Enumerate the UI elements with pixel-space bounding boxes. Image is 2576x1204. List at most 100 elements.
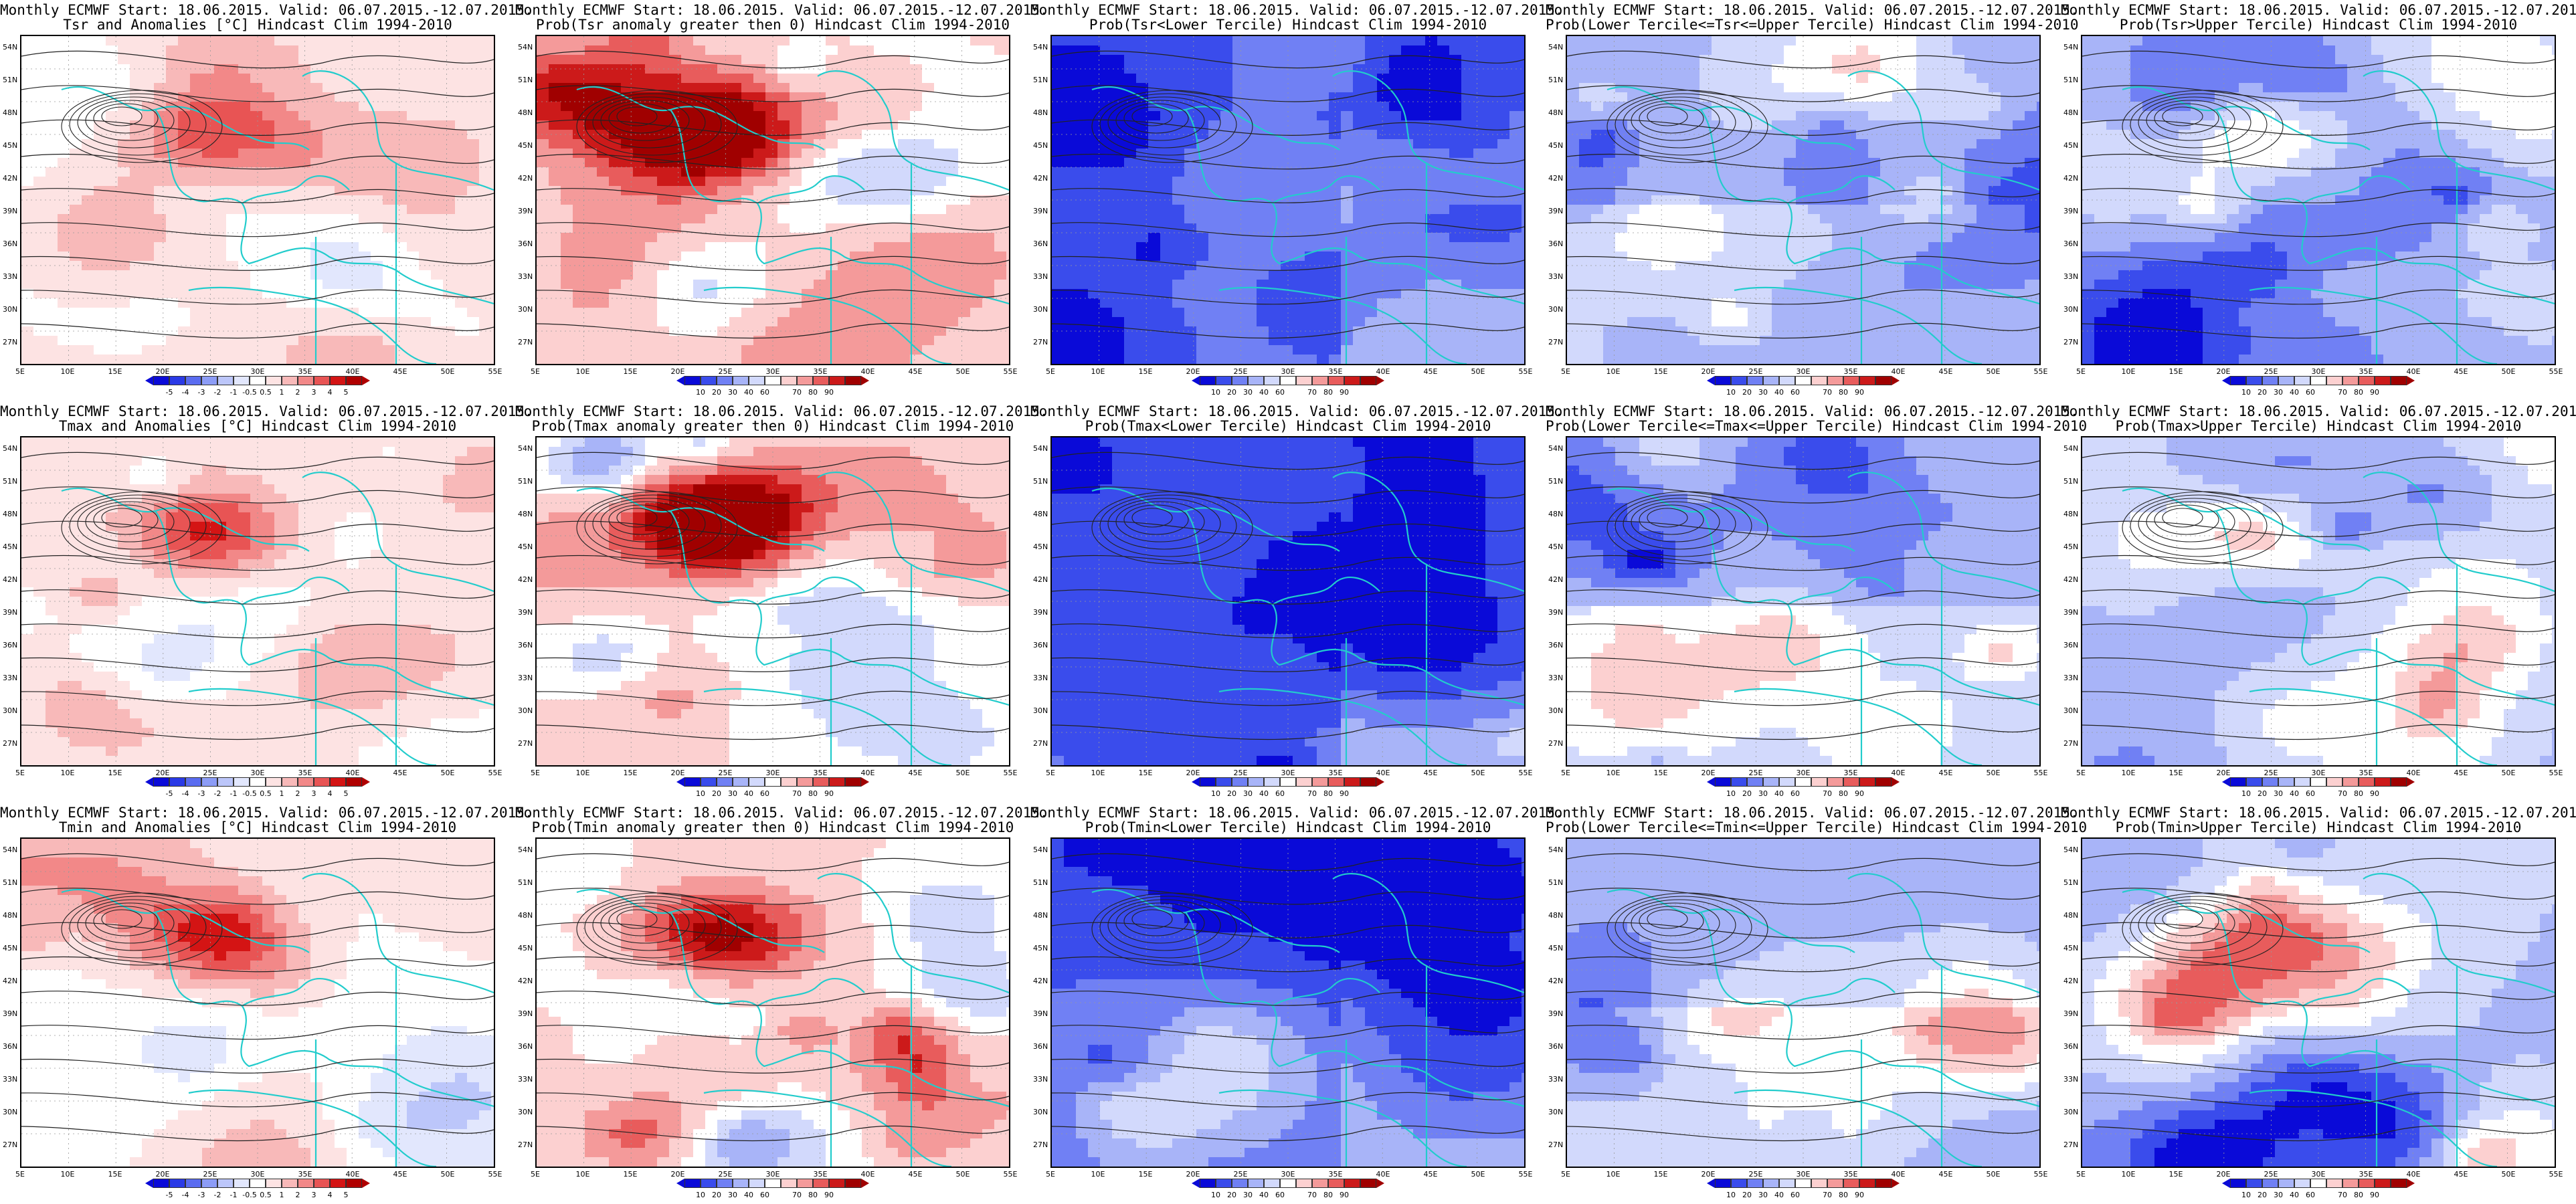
field-cell xyxy=(693,195,706,205)
field-cell xyxy=(1281,111,1293,121)
field-cell xyxy=(826,148,838,159)
field-cell xyxy=(407,289,420,299)
field-cell xyxy=(274,36,287,46)
field-cell xyxy=(45,139,58,149)
field-cell xyxy=(1281,74,1293,84)
field-cell xyxy=(645,308,658,318)
field-cell xyxy=(1473,102,1486,112)
field-cell xyxy=(609,167,622,177)
field-cell xyxy=(1449,186,1462,196)
field-cell xyxy=(790,261,802,271)
field-cell xyxy=(407,130,420,140)
field-cell xyxy=(1317,280,1329,290)
field-cell xyxy=(262,270,275,280)
field-cell xyxy=(1437,205,1450,215)
field-cell xyxy=(561,242,573,252)
field-cell xyxy=(790,223,802,233)
field-cell xyxy=(33,111,46,121)
field-cell xyxy=(1473,167,1486,177)
field-cell xyxy=(1076,298,1089,308)
field-cell xyxy=(537,64,549,74)
field-cell xyxy=(1076,139,1089,149)
field-cell xyxy=(286,223,299,233)
field-cell xyxy=(1365,270,1378,280)
field-cell xyxy=(154,64,167,74)
field-cell xyxy=(419,148,432,159)
field-cell xyxy=(359,252,371,262)
field-cell xyxy=(645,55,658,65)
field-cell xyxy=(1257,289,1269,299)
field-cell xyxy=(777,120,790,130)
field-cell xyxy=(874,111,887,121)
field-cell xyxy=(455,158,468,168)
field-cell xyxy=(94,336,106,346)
field-cell xyxy=(323,148,335,159)
field-cell xyxy=(898,36,911,46)
field-cell xyxy=(1305,233,1317,243)
field-cell xyxy=(573,177,585,187)
latitude-label: 51N xyxy=(518,76,533,84)
field-cell xyxy=(850,214,862,224)
field-cell xyxy=(1497,252,1510,262)
field-cell xyxy=(1401,280,1414,290)
field-cell xyxy=(202,92,215,102)
colorbar-segment xyxy=(217,376,234,385)
field-cell xyxy=(214,158,227,168)
field-cell xyxy=(633,345,646,355)
field-cell xyxy=(226,223,239,233)
colorbar-label: 20 xyxy=(1227,388,1236,397)
field-cell xyxy=(286,308,299,318)
field-cell xyxy=(1425,139,1438,149)
field-cell xyxy=(1124,214,1137,224)
field-cell xyxy=(1461,242,1474,252)
field-cell xyxy=(1449,74,1462,84)
field-cell xyxy=(455,270,468,280)
field-cell xyxy=(826,167,838,177)
field-cell xyxy=(862,64,875,74)
field-cell xyxy=(238,148,251,159)
field-cell xyxy=(705,233,718,243)
field-cell xyxy=(1449,317,1462,327)
field-cell xyxy=(190,355,203,364)
field-cell xyxy=(419,205,432,215)
field-cell xyxy=(693,186,706,196)
field-cell xyxy=(45,308,58,318)
field-cell xyxy=(82,74,94,84)
field-cell xyxy=(1160,289,1173,299)
field-cell xyxy=(802,55,814,65)
field-cell xyxy=(214,223,227,233)
field-cell xyxy=(1052,45,1065,56)
field-cell xyxy=(190,120,203,130)
field-cell xyxy=(645,167,658,177)
field-cell xyxy=(693,139,706,149)
field-cell xyxy=(994,158,1007,168)
field-cell xyxy=(33,289,46,299)
field-cell xyxy=(970,233,983,243)
field-cell xyxy=(1232,139,1245,149)
field-cell xyxy=(1064,158,1077,168)
field-cell xyxy=(1124,111,1137,121)
field-cell xyxy=(1365,336,1378,346)
field-cell xyxy=(1401,167,1414,177)
field-cell xyxy=(910,214,923,224)
field-cell xyxy=(1509,289,1522,299)
field-cell xyxy=(2037,45,2039,56)
field-cell xyxy=(2025,74,2037,84)
field-cell xyxy=(323,308,335,318)
field-cell xyxy=(1437,83,1450,93)
field-cell xyxy=(669,92,682,102)
field-cell xyxy=(1856,120,1869,130)
field-cell xyxy=(1064,270,1077,280)
field-cell xyxy=(790,64,802,74)
field-cell xyxy=(1772,120,1784,130)
field-cell xyxy=(1088,223,1101,233)
field-cell xyxy=(753,214,766,224)
field-cell xyxy=(419,120,432,130)
field-cell xyxy=(1293,102,1305,112)
field-cell xyxy=(1112,167,1125,177)
field-cell xyxy=(970,326,983,336)
field-cell xyxy=(1615,120,1628,130)
field-cell xyxy=(1473,326,1486,336)
field-cell xyxy=(94,45,106,56)
field-cell xyxy=(250,186,263,196)
